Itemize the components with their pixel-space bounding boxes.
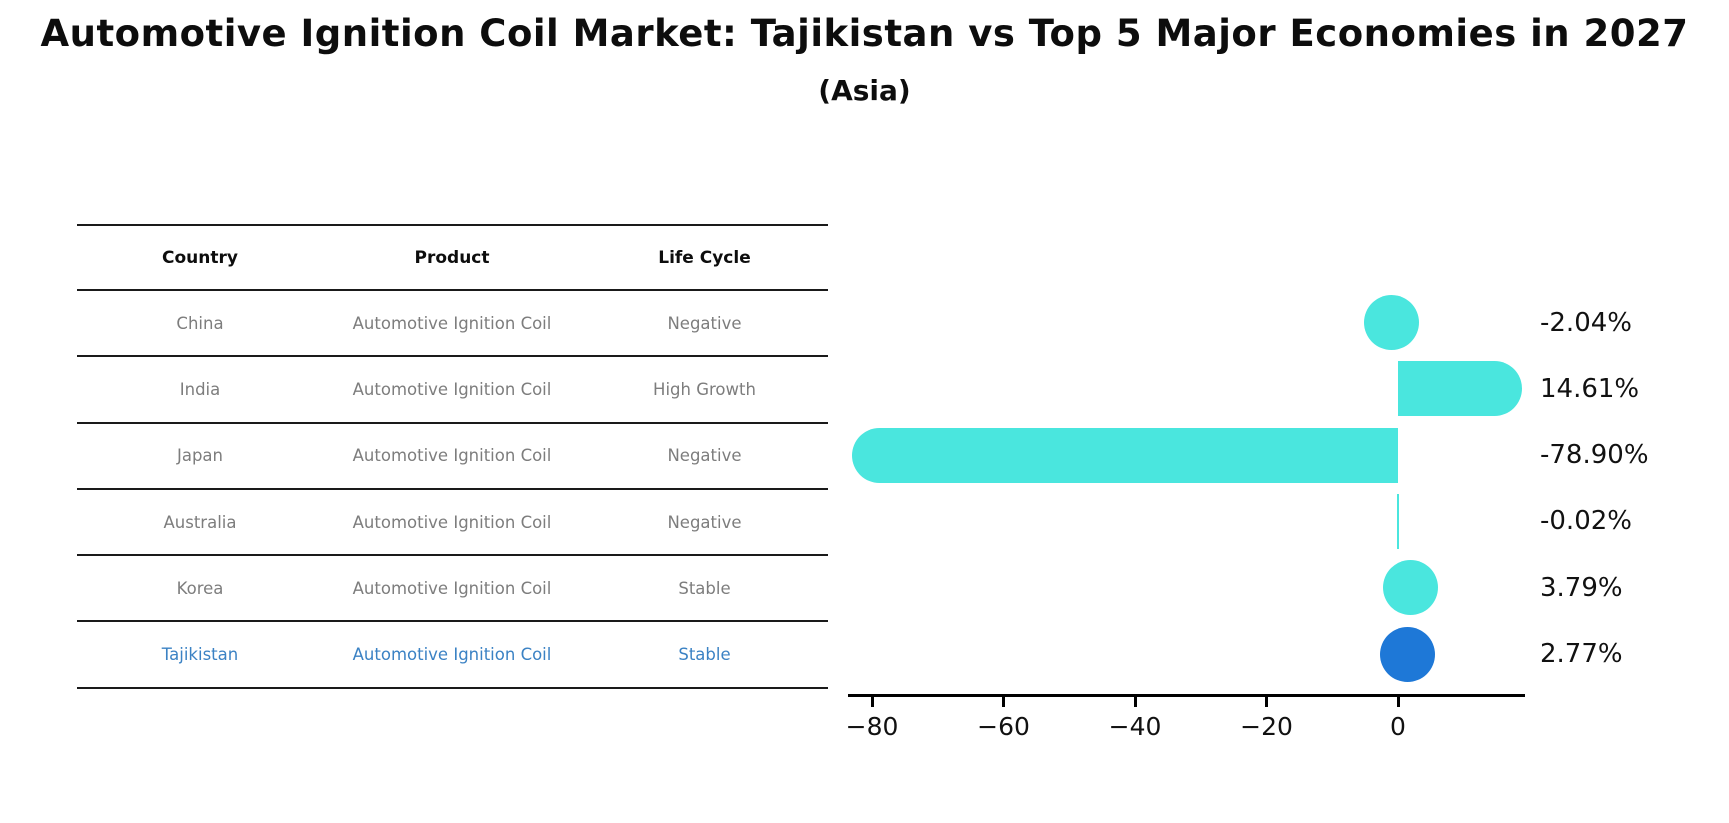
x-tick [1265, 697, 1268, 707]
cell-product: Automotive Ignition Coil [352, 578, 552, 598]
value-label-australia: -0.02% [1540, 506, 1632, 537]
x-tick-label: −80 [845, 712, 899, 741]
cell-country: India [179, 379, 221, 399]
value-label-china: -2.04% [1540, 307, 1632, 338]
header-cell-product: Product [414, 247, 490, 268]
table-row-india: India Automotive Ignition Coil High Growth [77, 357, 828, 424]
cell-product: Automotive Ignition Coil [352, 645, 552, 665]
x-tick [1002, 697, 1005, 707]
chart-subtitle: (Asia) [818, 74, 911, 107]
cell-country: China [176, 313, 224, 333]
table-row-korea: Korea Automotive Ignition Coil Stable [77, 556, 828, 623]
table-row-australia: Australia Automotive Ignition Coil Negativ… [77, 490, 828, 557]
x-tick-label: −60 [977, 712, 1030, 741]
cell-life-cycle: Negative [667, 313, 742, 333]
value-label-india: 14.61% [1540, 373, 1640, 404]
value-label-korea: 3.79% [1540, 572, 1623, 603]
x-tick [1396, 697, 1400, 707]
table-header-row: Country Product Life Cycle [77, 226, 828, 291]
x-tick-label: −40 [1108, 712, 1162, 741]
table-row-china: China Automotive Ignition Coil Negative [77, 291, 828, 358]
cell-country: Japan [176, 446, 224, 466]
value-label-japan: -78.90% [1540, 440, 1649, 471]
cell-product: Automotive Ignition Coil [352, 313, 552, 333]
bar-tajikistan [1379, 626, 1435, 682]
x-tick [1133, 697, 1137, 707]
cell-life-cycle: Stable [678, 645, 731, 665]
header-cell-life-cycle: Life Cycle [658, 247, 751, 268]
x-tick-label: 0 [1390, 712, 1406, 741]
table-row-japan: Japan Automotive Ignition Coil Negative [77, 424, 828, 490]
cell-life-cycle: Stable [678, 578, 731, 598]
bar-japan [851, 427, 1398, 483]
chart-title: Automotive Ignition Coil Market: Tajikis… [40, 12, 1689, 55]
x-axis [848, 694, 1525, 697]
cell-country: Korea [176, 578, 224, 598]
bar-australia [1397, 493, 1399, 549]
cell-country: Tajikistan [161, 645, 239, 665]
cell-product: Automotive Ignition Coil [352, 512, 552, 532]
cell-product: Automotive Ignition Coil [352, 379, 552, 399]
x-tick [870, 697, 874, 707]
cell-life-cycle: High Growth [653, 379, 756, 399]
bar-india [1398, 361, 1522, 417]
data-table: Country Product Life Cycle China Automotive … [77, 224, 828, 689]
table-row-tajikistan: Tajikistan Automotive Ignition Coil Stable [77, 622, 828, 689]
cell-life-cycle: Negative [667, 512, 742, 532]
cell-life-cycle: Negative [667, 446, 742, 466]
bar-korea [1382, 560, 1438, 616]
bar-china [1363, 295, 1419, 350]
value-label-tajikistan: 2.77% [1540, 639, 1623, 669]
header-cell-country: Country [162, 247, 238, 268]
cell-product: Automotive Ignition Coil [352, 446, 552, 466]
cell-country: Australia [163, 512, 237, 532]
x-tick-label: −20 [1240, 712, 1293, 741]
